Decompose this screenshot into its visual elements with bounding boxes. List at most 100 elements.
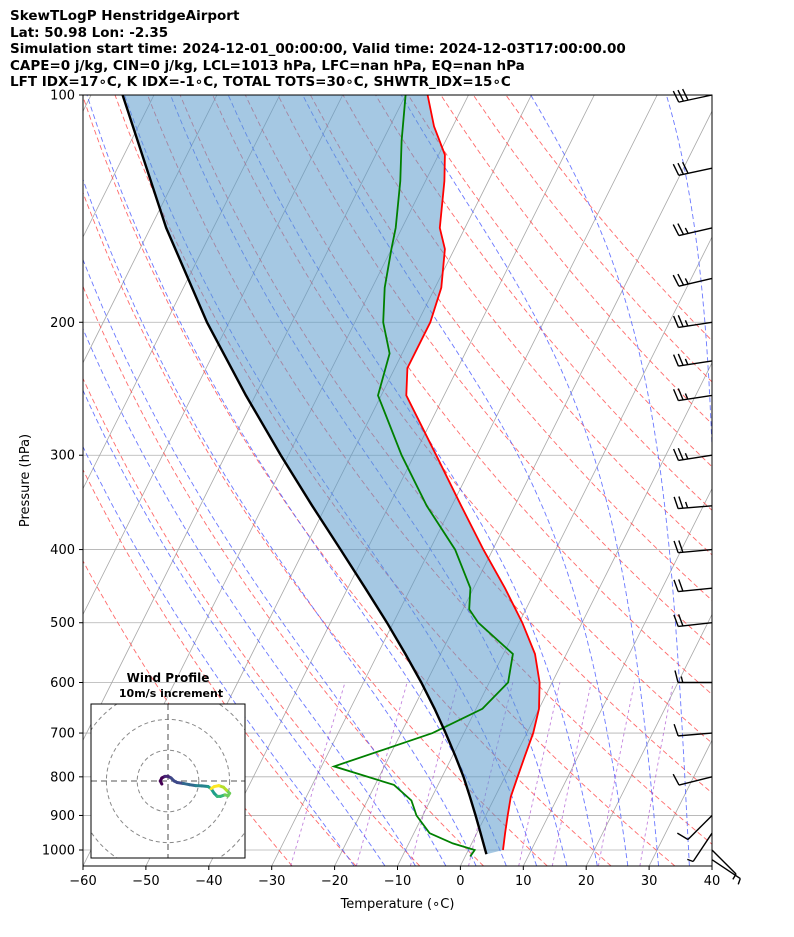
barb-shaft xyxy=(678,587,713,593)
plot-area xyxy=(83,95,712,866)
wind-barb xyxy=(687,832,713,863)
barb-shaft xyxy=(678,622,713,628)
barb-flag xyxy=(673,540,679,553)
dry-adiabat xyxy=(147,95,712,845)
isotherm xyxy=(271,95,658,866)
negative-area-shading xyxy=(122,95,540,855)
isotherm xyxy=(711,865,712,866)
barb-half-flag xyxy=(684,452,689,460)
barb-half-flag xyxy=(684,358,689,365)
barb-shaft xyxy=(678,505,713,510)
x-tick-label: 20 xyxy=(578,874,595,889)
mixing-ratio-line xyxy=(551,682,592,866)
barb-shaft xyxy=(678,454,713,462)
mixing-ratio-line xyxy=(639,682,674,866)
barb-flag xyxy=(677,353,684,366)
barb-shaft xyxy=(678,227,713,237)
barb-flag xyxy=(672,315,680,328)
y-tick-label: 600 xyxy=(50,676,75,691)
barb-half-flag xyxy=(684,501,689,509)
x-tick-label: 0 xyxy=(456,874,464,889)
moist-adiabat xyxy=(83,389,386,866)
moist-adiabat xyxy=(83,327,416,866)
isotherm xyxy=(522,487,712,866)
barb-shaft xyxy=(678,277,713,287)
hodograph-trace-segment xyxy=(209,785,216,791)
mixing-ratio-line xyxy=(355,682,408,866)
hodograph-plot xyxy=(91,704,245,858)
barb-flag xyxy=(672,388,680,401)
hodograph: Wind Profile 10m/s increment xyxy=(90,671,246,859)
y-tick-label: 100 xyxy=(50,89,75,104)
barb-flag xyxy=(672,448,680,461)
isotherm xyxy=(83,95,218,364)
indices-line-2: LFT IDX=17∘C, K IDX=-1∘C, TOTAL TOTS=30∘… xyxy=(10,74,511,91)
dry-adiabat xyxy=(83,285,484,866)
barb-flag xyxy=(681,161,689,174)
mixing-ratio-line xyxy=(597,682,635,866)
isotherm xyxy=(585,613,712,866)
wind-barb xyxy=(673,540,713,554)
dry-adiabat xyxy=(505,95,712,342)
barb-half-flag xyxy=(684,227,689,234)
barb-flag xyxy=(677,223,685,235)
wind-barb xyxy=(672,773,713,786)
y-tick-label: 1000 xyxy=(42,844,75,859)
barb-flag xyxy=(678,579,684,592)
x-tick-label: 10 xyxy=(515,874,532,889)
dry-adiabat xyxy=(83,377,421,866)
wind-barb xyxy=(672,273,713,287)
moist-adiabat xyxy=(400,95,659,866)
barb-flag xyxy=(677,162,685,175)
barb-flag xyxy=(673,496,679,509)
barb-flag xyxy=(672,224,680,236)
y-tick-label: 800 xyxy=(50,770,75,785)
dry-adiabat xyxy=(179,95,712,794)
x-tick-label: −60 xyxy=(69,874,96,889)
x-tick-label: −10 xyxy=(384,874,411,889)
y-tick-label: 200 xyxy=(50,316,75,331)
wind-barb xyxy=(673,723,713,737)
x-tick-label: −50 xyxy=(132,874,159,889)
dry-adiabat xyxy=(342,95,712,556)
mixing-ratio-line xyxy=(518,682,561,866)
barb-half-flag xyxy=(687,858,694,863)
wind-barb xyxy=(673,496,713,510)
barb-flag xyxy=(678,496,684,509)
moist-adiabat xyxy=(302,95,629,866)
barb-shaft xyxy=(678,394,713,402)
x-tick-label: −40 xyxy=(195,874,222,889)
barb-shaft xyxy=(711,859,741,880)
chart-header: SkewTLogP HenstridgeAirport Lat: 50.98 L… xyxy=(10,8,626,91)
hodograph-ring xyxy=(136,749,200,813)
dry-adiabat xyxy=(83,95,612,866)
barb-half-flag xyxy=(680,676,684,683)
y-tick-label: 400 xyxy=(50,543,75,558)
wind-barb xyxy=(673,579,713,593)
barb-shaft xyxy=(678,321,713,329)
wind-barb xyxy=(672,447,713,462)
x-axis-label: Temperature (∘C) xyxy=(340,897,455,912)
moist-adiabat xyxy=(665,95,712,460)
dry-adiabat xyxy=(375,95,712,511)
barb-half-flag xyxy=(684,393,689,400)
barb-flag xyxy=(672,354,680,367)
isotherm xyxy=(334,110,712,866)
barb-shaft xyxy=(678,360,713,367)
x-tick-label: −30 xyxy=(258,874,285,889)
dry-adiabat xyxy=(310,95,712,601)
temperature-profile-line xyxy=(405,95,541,851)
barb-flag xyxy=(677,273,685,286)
wind-barbs xyxy=(672,88,741,885)
barb-half-flag xyxy=(684,278,689,285)
location-line: Lat: 50.98 Lon: -2.35 xyxy=(10,24,169,41)
barb-shaft xyxy=(692,832,713,862)
barb-shaft xyxy=(711,849,737,875)
dry-adiabat xyxy=(277,95,712,648)
isotherm xyxy=(83,95,92,113)
barb-shaft xyxy=(678,167,713,176)
barb-flag xyxy=(673,579,679,592)
hodograph-title: Wind Profile xyxy=(127,671,210,685)
moist-adiabat xyxy=(530,95,690,866)
indices-line-1: CAPE=0 j/kg, CIN=0 j/kg, LCL=1013 hPa, L… xyxy=(10,57,525,74)
